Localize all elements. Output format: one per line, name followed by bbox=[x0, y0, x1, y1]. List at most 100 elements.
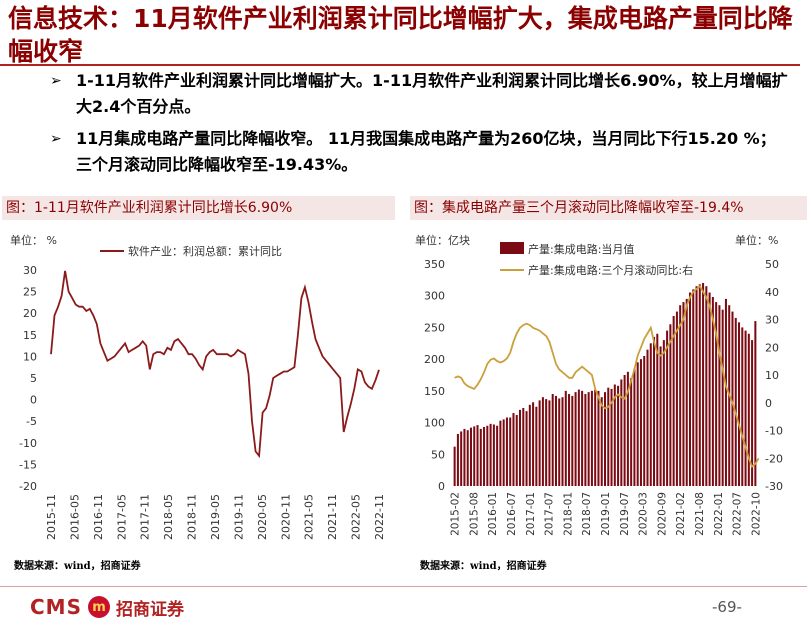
title-rule bbox=[0, 64, 800, 66]
footer-rule bbox=[0, 586, 807, 587]
x-tick-label: 2021-08 bbox=[694, 492, 706, 536]
bullet-ic-output: ➢ 11月集成电路产量同比降幅收窄。 11月我国集成电路产量为260亿块，当月同… bbox=[50, 126, 790, 178]
bar bbox=[718, 305, 721, 486]
bar bbox=[571, 395, 574, 486]
bar bbox=[594, 389, 597, 486]
bar bbox=[603, 392, 607, 486]
bullet-list: ➢ 1-11月软件产业利润累计同比增幅扩大。1-11月软件产业利润累计同比增长6… bbox=[50, 68, 790, 184]
x-tick-label: 2021-05 bbox=[303, 494, 316, 540]
x-tick-label: 2017-05 bbox=[115, 494, 128, 540]
x-tick-label: 2016-05 bbox=[68, 494, 81, 540]
logo-text: CMS bbox=[30, 595, 82, 619]
bar bbox=[672, 316, 675, 486]
y-tick-label: -5 bbox=[26, 415, 37, 428]
y2-tick-label: 50 bbox=[765, 258, 779, 271]
bar bbox=[502, 419, 505, 486]
bar bbox=[469, 427, 472, 486]
right-bar-series bbox=[453, 283, 757, 486]
bar bbox=[577, 389, 580, 486]
left-series-line bbox=[50, 270, 380, 459]
x-tick-label: 2020-05 bbox=[256, 494, 269, 540]
bar bbox=[666, 330, 669, 486]
x-tick-label: 2019-11 bbox=[232, 494, 245, 540]
bar bbox=[515, 414, 518, 486]
bar bbox=[499, 420, 502, 486]
bar bbox=[532, 402, 535, 486]
y-tick-label: 0 bbox=[30, 394, 37, 407]
x-tick-label: 2015-08 bbox=[468, 492, 480, 536]
x-tick-label: 2016-11 bbox=[92, 494, 105, 540]
bar bbox=[679, 305, 682, 486]
x-tick-label: 2016-01 bbox=[487, 492, 499, 536]
y-tick-label: 350 bbox=[424, 258, 445, 271]
y-tick-label: -10 bbox=[19, 437, 37, 450]
bar bbox=[633, 368, 636, 486]
bullet-arrow-icon: ➢ bbox=[50, 131, 62, 147]
bar bbox=[590, 390, 593, 486]
x-tick-label: 2022-11 bbox=[373, 494, 386, 540]
bar bbox=[489, 423, 492, 486]
bar bbox=[708, 292, 711, 486]
bar bbox=[675, 311, 678, 486]
bar bbox=[695, 286, 698, 486]
right-legend-bar-label: 产量:集成电路:当月值 bbox=[528, 242, 634, 256]
bar bbox=[541, 397, 544, 486]
y2-tick-label: 0 bbox=[765, 397, 772, 410]
right-series-line bbox=[454, 284, 760, 469]
right-x-axis: 2015-02 2015-08 2016-01 2016-07 2017-01 2017-… bbox=[450, 492, 763, 536]
bar bbox=[551, 394, 554, 486]
bar bbox=[643, 355, 646, 486]
x-tick-label: 2018-07 bbox=[581, 492, 593, 536]
y2-tick-label: -20 bbox=[765, 452, 783, 465]
bar bbox=[545, 399, 548, 486]
x-tick-label: 2020-11 bbox=[279, 494, 292, 540]
bar bbox=[492, 424, 495, 486]
bar bbox=[656, 333, 659, 486]
bar bbox=[715, 302, 718, 486]
y2-tick-label: 40 bbox=[765, 286, 779, 299]
logo-cn-text: 招商证券 bbox=[115, 599, 184, 620]
left-y-axis: -20 -15 -10 -5 0 5 10 15 20 25 30 bbox=[19, 264, 37, 493]
x-tick-label: 2017-11 bbox=[139, 494, 152, 540]
bar bbox=[473, 426, 476, 486]
left-chart-title: 图：1-11月软件产业利润累计同比增长6.90% bbox=[2, 196, 395, 220]
bar bbox=[597, 390, 600, 486]
bar bbox=[584, 394, 587, 486]
x-tick-label: 2020-03 bbox=[638, 492, 650, 536]
y-tick-label: 0 bbox=[438, 480, 445, 493]
bar bbox=[483, 427, 486, 486]
x-tick-label: 2015-11 bbox=[45, 494, 58, 540]
y-tick-label: 15 bbox=[23, 329, 37, 342]
bar bbox=[688, 292, 692, 486]
bar bbox=[574, 392, 577, 486]
bar bbox=[568, 394, 571, 486]
logo-emblem-icon: m bbox=[87, 596, 110, 618]
bar bbox=[587, 392, 590, 486]
y-tick-label: 300 bbox=[424, 290, 445, 303]
bar bbox=[522, 407, 525, 486]
bar bbox=[751, 340, 754, 486]
bar bbox=[535, 406, 538, 486]
y-tick-label: 50 bbox=[431, 448, 445, 461]
bar bbox=[721, 309, 724, 486]
bullet-software-profit: ➢ 1-11月软件产业利润累计同比增幅扩大。1-11月软件产业利润累计同比增长6… bbox=[50, 68, 790, 120]
x-tick-label: 2021-11 bbox=[326, 494, 339, 540]
y-tick-label: 25 bbox=[23, 286, 37, 299]
left-unit-label: 单位： % bbox=[10, 233, 57, 247]
bar bbox=[734, 317, 737, 486]
bar bbox=[659, 346, 662, 486]
bar bbox=[620, 379, 623, 486]
bar bbox=[623, 375, 626, 486]
bar bbox=[649, 343, 652, 486]
right-unit-right-label: 单位：% bbox=[735, 233, 778, 247]
bar bbox=[610, 388, 613, 486]
bar bbox=[538, 400, 541, 486]
right-legend-line-label: 产量:集成电路:三个月滚动同比:右 bbox=[528, 263, 693, 277]
bar bbox=[613, 384, 616, 486]
bar bbox=[646, 349, 649, 486]
left-source-note: 数据来源：wind，招商证券 bbox=[14, 561, 141, 572]
bar bbox=[617, 385, 620, 486]
left-x-axis: 2015-11 2016-05 2016-11 2017-05 2017-11 2018-… bbox=[45, 494, 386, 540]
bar bbox=[519, 409, 522, 486]
